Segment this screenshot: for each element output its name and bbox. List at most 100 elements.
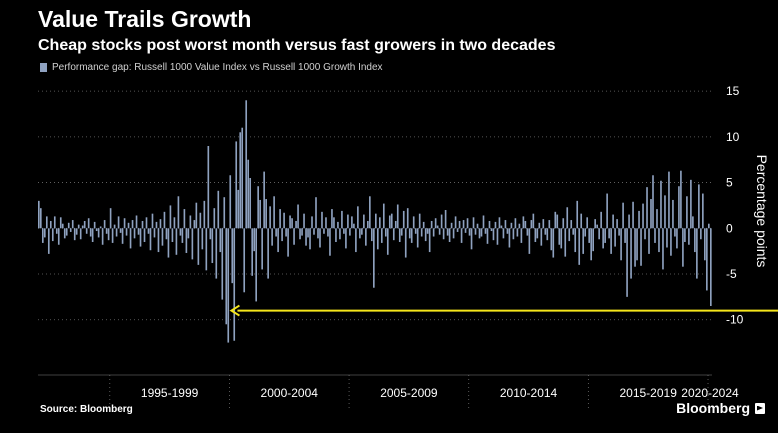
bar xyxy=(602,228,604,249)
bar xyxy=(297,204,299,229)
bar xyxy=(73,228,76,241)
bar xyxy=(359,228,361,239)
y-tick-label: 0 xyxy=(726,221,733,235)
bar xyxy=(708,223,710,229)
bar xyxy=(39,208,42,229)
bar xyxy=(630,228,632,279)
bar xyxy=(600,211,602,229)
bar xyxy=(187,228,190,239)
bar xyxy=(203,200,206,229)
bar xyxy=(269,206,271,229)
bar xyxy=(414,228,417,234)
y-tick-label: 15 xyxy=(726,84,740,98)
bar xyxy=(684,228,686,242)
axes: 15 10 5 0 -5 -10 1995-1999 2000-2004 2005-2009 20… xyxy=(38,84,770,410)
annotation-arrow xyxy=(229,304,778,317)
bar xyxy=(275,228,277,237)
bar xyxy=(664,195,666,229)
bar xyxy=(688,228,690,245)
source-note: Source: Bloomberg xyxy=(40,404,133,415)
bar xyxy=(205,228,208,271)
bar xyxy=(704,228,706,261)
brand-name: Bloomberg xyxy=(676,400,750,416)
bar xyxy=(470,228,473,250)
bar xyxy=(654,228,656,243)
bar xyxy=(147,228,150,234)
bar xyxy=(237,189,240,229)
bar xyxy=(337,221,339,229)
bar xyxy=(692,216,694,229)
bar xyxy=(504,220,507,229)
bar xyxy=(616,219,618,229)
bar xyxy=(568,228,571,242)
bar xyxy=(351,216,353,229)
bar xyxy=(281,228,283,242)
x-tick-label: 2000-2004 xyxy=(261,386,319,400)
bar xyxy=(548,220,551,229)
bar xyxy=(79,228,82,240)
bar xyxy=(590,228,592,261)
bar xyxy=(444,210,447,229)
bar xyxy=(63,228,66,239)
bar xyxy=(283,212,285,229)
bar xyxy=(508,228,511,248)
bar xyxy=(668,171,670,229)
bar xyxy=(532,213,535,229)
bar xyxy=(331,209,333,229)
bar xyxy=(698,184,700,229)
bar xyxy=(251,228,254,276)
bar xyxy=(400,228,403,236)
legend-label: Performance gap: Russell 1000 Value Inde… xyxy=(52,62,383,73)
bar xyxy=(343,228,345,234)
bar xyxy=(95,228,98,232)
bar xyxy=(369,196,371,229)
bar xyxy=(440,214,443,229)
bar xyxy=(634,228,636,267)
bar xyxy=(594,219,596,229)
bar xyxy=(424,228,427,242)
bar xyxy=(61,223,64,229)
bar xyxy=(173,217,176,229)
bar xyxy=(265,199,267,229)
bar xyxy=(165,228,168,240)
bar xyxy=(131,220,134,229)
bar xyxy=(476,223,479,229)
bar xyxy=(75,228,78,235)
bar xyxy=(349,228,351,236)
bar xyxy=(544,228,547,235)
bar xyxy=(255,228,257,302)
bar xyxy=(279,209,281,229)
bar xyxy=(229,175,232,229)
bar xyxy=(339,228,341,240)
bar xyxy=(486,228,489,244)
bar xyxy=(333,217,335,229)
bar xyxy=(277,228,279,253)
bar xyxy=(103,220,106,229)
bar xyxy=(674,228,676,237)
bar xyxy=(576,200,579,229)
bar xyxy=(291,218,293,229)
bar xyxy=(99,226,102,229)
bar xyxy=(309,228,311,250)
bar xyxy=(592,228,594,252)
bar xyxy=(538,222,541,229)
bar xyxy=(259,199,261,229)
bar xyxy=(325,217,327,229)
bar xyxy=(87,218,90,229)
bar xyxy=(552,228,555,258)
bar xyxy=(313,228,315,235)
bar xyxy=(378,217,381,229)
bar xyxy=(680,170,682,229)
bar xyxy=(494,221,497,229)
y-tick-label: 5 xyxy=(726,176,733,190)
bar xyxy=(341,210,343,229)
bar xyxy=(700,228,702,240)
bar xyxy=(646,187,648,229)
bar xyxy=(287,228,289,257)
bar xyxy=(632,201,634,229)
legend-swatch xyxy=(40,63,47,72)
bar xyxy=(404,228,407,258)
bar xyxy=(410,228,413,243)
bar xyxy=(317,228,319,239)
